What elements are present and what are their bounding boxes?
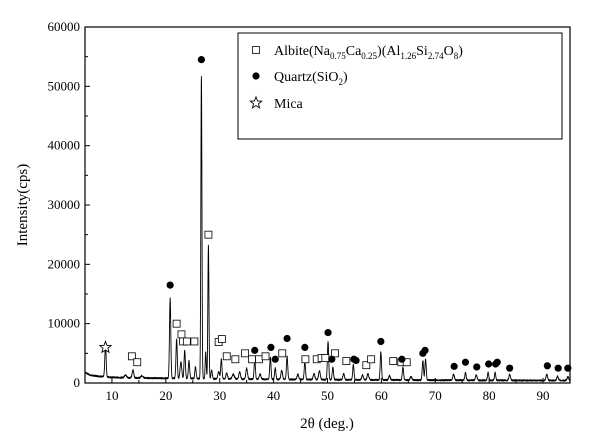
phase-markers	[98, 56, 572, 372]
albite-marker	[321, 354, 330, 362]
quartz-marker	[493, 358, 501, 366]
y-tick-label: 30000	[48, 197, 81, 212]
quartz-marker	[267, 343, 275, 351]
albite-marker	[231, 355, 240, 364]
legend-label: Mica	[274, 97, 304, 112]
quartz-marker	[564, 364, 572, 372]
albite-marker	[127, 352, 136, 361]
legend: Albite(Na0.75Ca0.25)(Al1.26Si2.74O8) Quar…	[237, 32, 563, 140]
legend-box	[237, 32, 563, 140]
albite-marker	[222, 352, 231, 361]
albite-marker	[255, 355, 263, 364]
x-axis: 10 20 30 40 50 60 70 80 90	[84, 378, 571, 403]
quartz-marker	[450, 362, 458, 370]
quartz-marker	[324, 328, 332, 337]
albite-marker	[362, 361, 371, 370]
quartz-marker	[398, 355, 406, 363]
quartz-marker	[377, 337, 385, 346]
x-tick-label: 30	[213, 388, 226, 403]
x-axis-title: 2θ (deg.)	[300, 416, 354, 432]
albite-marker	[367, 355, 376, 364]
quartz-marker	[485, 360, 493, 368]
y-tick-label: 50000	[48, 78, 81, 93]
x-tick-label: 40	[267, 388, 280, 403]
legend-quartz-marker	[252, 72, 260, 80]
albite-marker	[217, 335, 226, 343]
y-tick-label: 20000	[48, 256, 81, 271]
quartz-marker	[301, 343, 309, 351]
albite-marker	[331, 349, 339, 358]
albite-marker	[177, 330, 186, 339]
legend-mica-marker	[249, 95, 263, 109]
quartz-marker	[251, 346, 259, 354]
albite-marker	[190, 337, 199, 346]
albite-marker	[172, 319, 181, 328]
quartz-marker	[473, 363, 481, 371]
quartz-marker	[543, 362, 551, 370]
quartz-marker	[328, 355, 336, 363]
albite-marker	[261, 352, 270, 361]
quartz-marker	[283, 334, 291, 343]
y-axis: 0 10000 20000 30000 40000 50000 60000	[48, 19, 90, 390]
x-tick-label: 60	[375, 388, 388, 403]
quartz-marker	[271, 355, 279, 363]
albite-marker	[342, 357, 351, 365]
y-tick-label: 0	[74, 375, 81, 390]
x-tick-label: 10	[105, 388, 118, 403]
x-tick-label: 20	[159, 388, 172, 403]
quartz-marker	[166, 281, 174, 289]
y-axis-title: Intensity(cps)	[15, 164, 31, 246]
legend-albite-marker	[252, 46, 260, 54]
mica-marker	[98, 340, 113, 354]
y-tick-label: 10000	[48, 316, 81, 331]
albite-marker	[204, 230, 213, 239]
x-tick-label: 80	[483, 388, 496, 403]
quartz-marker	[554, 364, 562, 372]
y-tick-label: 60000	[48, 19, 81, 34]
x-tick-label: 90	[537, 388, 550, 403]
quartz-marker	[506, 364, 514, 372]
legend-label: Quartz(SiO2)	[274, 70, 348, 87]
quartz-marker	[352, 356, 360, 365]
quartz-marker	[197, 56, 205, 64]
albite-marker	[133, 358, 142, 367]
y-tick-label: 40000	[48, 138, 81, 153]
quartz-marker	[421, 346, 429, 354]
albite-marker	[182, 337, 191, 346]
diffraction-pattern-line	[84, 76, 571, 382]
x-tick-label: 50	[321, 388, 334, 403]
albite-marker	[301, 355, 310, 364]
albite-marker	[389, 357, 398, 365]
x-tick-label: 70	[429, 388, 442, 403]
albite-marker	[248, 355, 256, 364]
quartz-marker	[461, 358, 470, 366]
albite-marker	[241, 349, 249, 358]
albite-marker	[278, 349, 287, 358]
legend-label: Albite(Na0.75Ca0.25)(Al1.26Si2.74O8)	[274, 44, 463, 61]
